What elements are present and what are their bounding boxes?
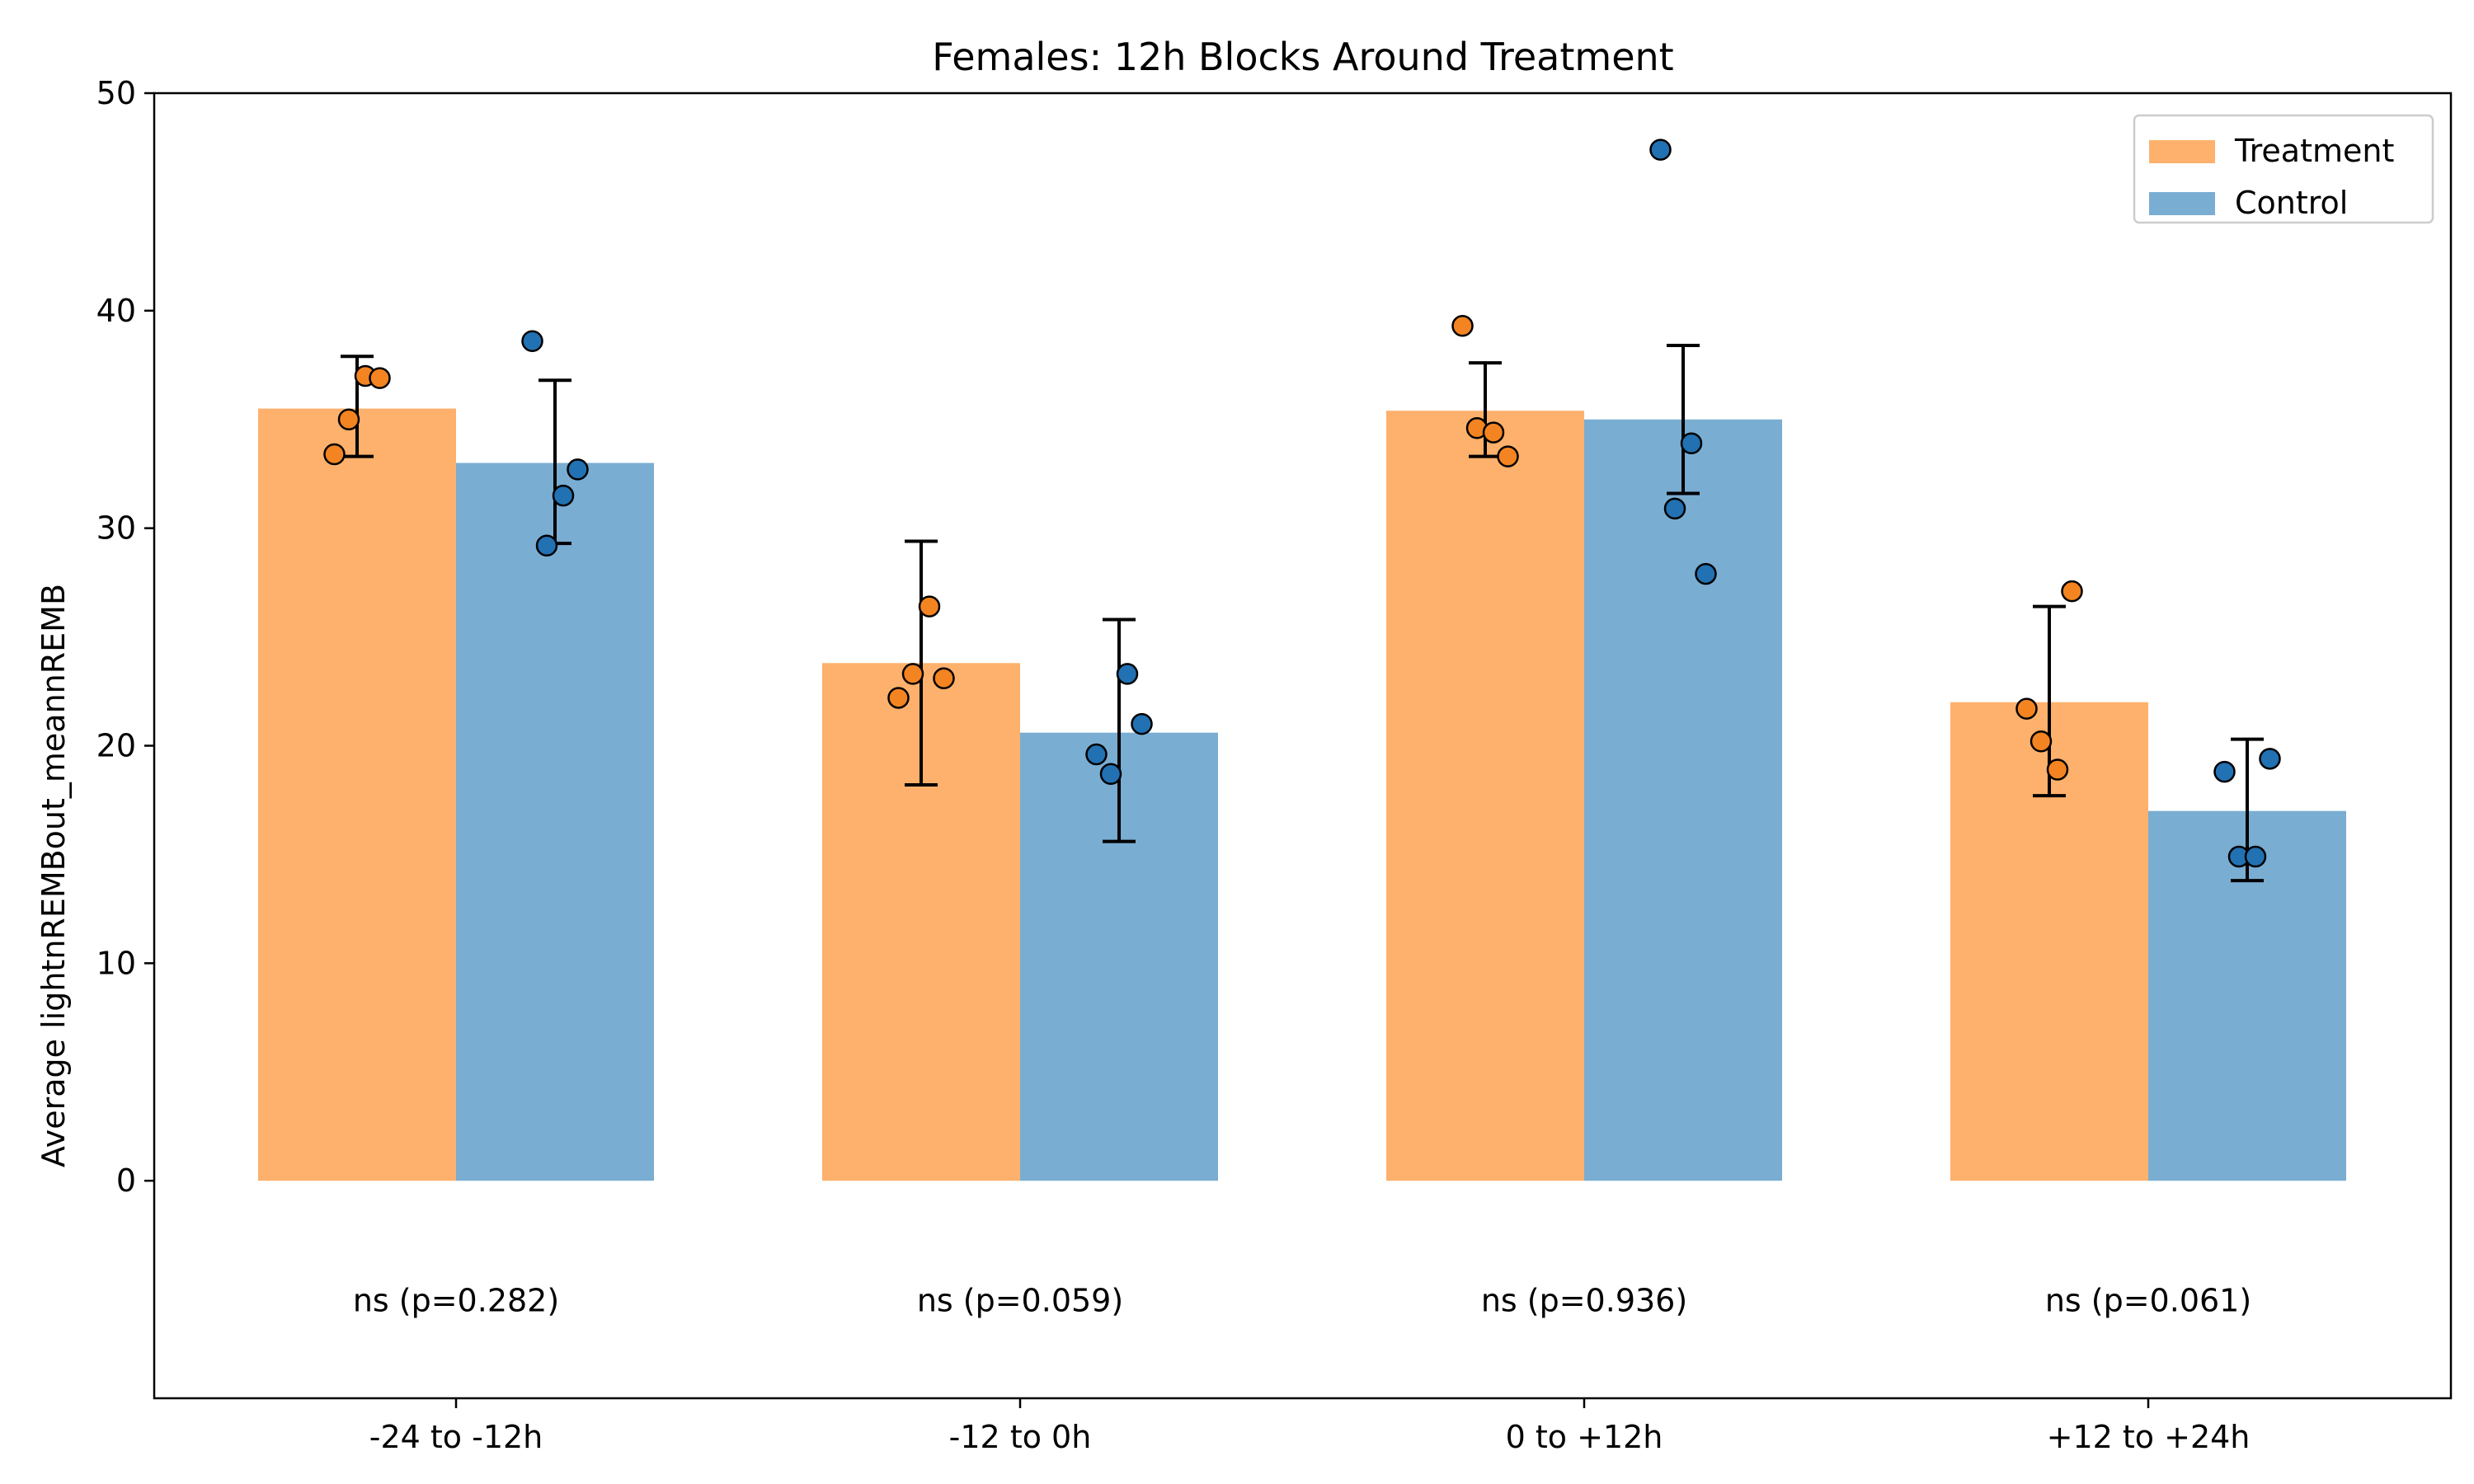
data-point-control	[1663, 497, 1686, 520]
data-point-control	[1131, 712, 1153, 735]
data-point-control	[2259, 748, 2281, 770]
error-bar	[1103, 618, 1136, 843]
plot-area: 0 10 20 30 40 50 -24 to -12h -12 to 0h 0 to +12h…	[96, 75, 2346, 1455]
data-point-control	[521, 330, 543, 353]
bar-control	[1584, 419, 1782, 1181]
error-bar	[1667, 344, 1700, 495]
legend-swatch-control	[2149, 192, 2215, 215]
bar-control	[456, 463, 654, 1181]
y-axis-label: Average lightnREMBout_meannREMB	[35, 584, 72, 1167]
data-point-treatment	[887, 687, 910, 709]
data-point-control	[1085, 743, 1108, 766]
x-tick-label: -12 to 0h	[949, 1419, 1092, 1455]
data-point-treatment	[2046, 758, 2069, 781]
x-tick-label: 0 to +12h	[1506, 1419, 1663, 1455]
significance-annotation: ns (p=0.936)	[1481, 1282, 1687, 1318]
data-point-control	[1099, 763, 1122, 786]
data-point-treatment	[337, 408, 360, 430]
data-point-treatment	[933, 667, 955, 689]
plot-frame	[153, 92, 2453, 1400]
legend: Treatment Control	[2133, 114, 2434, 224]
data-point-treatment	[2030, 730, 2053, 753]
data-point-treatment	[918, 595, 941, 618]
data-point-control	[1649, 139, 1672, 161]
error-bar	[1469, 361, 1502, 458]
y-tick-label: 10	[96, 945, 136, 981]
x-tick-label: -24 to -12h	[369, 1419, 543, 1455]
y-tick-label: 30	[96, 510, 136, 547]
bar-treatment	[1386, 411, 1584, 1181]
data-point-treatment	[369, 367, 391, 389]
data-point-treatment	[901, 663, 924, 685]
chart-title: Females: 12h Blocks Around Treatment	[932, 35, 1673, 79]
significance-annotation: ns (p=0.061)	[2045, 1282, 2251, 1318]
data-point-control	[1695, 562, 1717, 585]
bar-treatment	[258, 408, 456, 1181]
data-point-control	[535, 534, 558, 557]
data-point-control	[2244, 845, 2267, 868]
data-point-treatment	[2015, 697, 2038, 720]
y-tick-label: 40	[96, 293, 136, 329]
legend-label-treatment: Treatment	[2234, 133, 2394, 169]
y-tick-label: 20	[96, 728, 136, 764]
data-point-treatment	[1497, 445, 1519, 467]
data-point-treatment	[1451, 315, 1474, 337]
x-tick-label: +12 to +24h	[2047, 1419, 2251, 1455]
data-point-control	[2213, 760, 2236, 783]
significance-annotation: ns (p=0.282)	[353, 1282, 559, 1318]
y-tick-label: 0	[116, 1162, 136, 1199]
error-bar	[905, 539, 938, 787]
legend-swatch-treatment	[2149, 140, 2215, 163]
data-point-treatment	[323, 443, 346, 466]
legend-label-control: Control	[2235, 185, 2348, 221]
significance-annotation: ns (p=0.059)	[917, 1282, 1123, 1318]
data-point-control	[552, 484, 575, 507]
y-tick-label: 50	[96, 75, 136, 111]
data-point-control	[1116, 663, 1139, 685]
data-point-control	[567, 458, 589, 481]
data-point-control	[1680, 432, 1703, 455]
data-point-treatment	[1482, 421, 1505, 444]
data-point-treatment	[2061, 580, 2083, 603]
